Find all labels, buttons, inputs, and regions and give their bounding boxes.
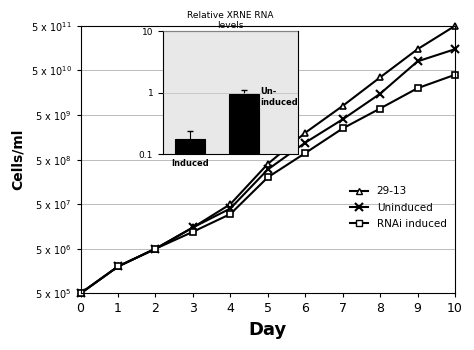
Y-axis label: Cells/ml: Cells/ml — [11, 129, 25, 190]
X-axis label: Day: Day — [249, 321, 287, 339]
Legend: 29-13, Uninduced, RNAi induced: 29-13, Uninduced, RNAi induced — [346, 183, 450, 232]
